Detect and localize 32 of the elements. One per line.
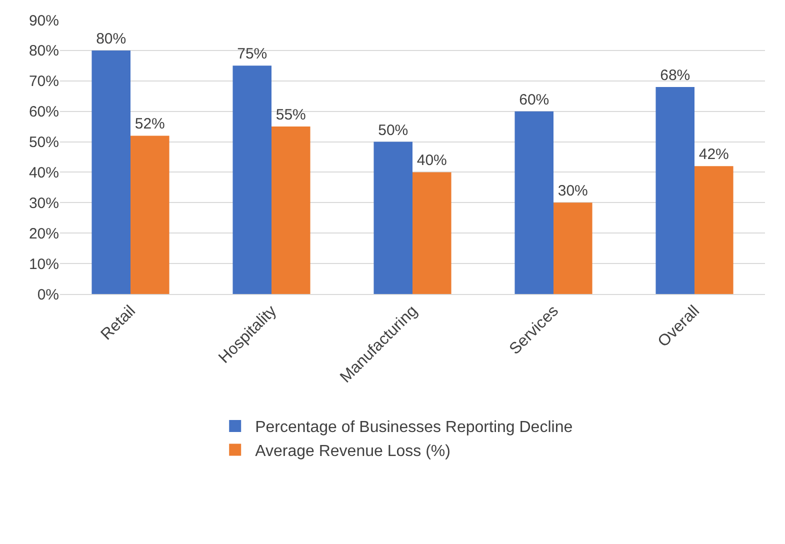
y-tick-label: 50% [28, 134, 59, 152]
y-tick-label: 80% [28, 42, 59, 60]
data-label: 40% [416, 152, 447, 170]
bar [514, 111, 554, 294]
data-label: 55% [276, 106, 306, 124]
y-tick-label: 60% [28, 104, 59, 121]
legend-label: Percentage of Businesses Reporting Decline [255, 419, 573, 436]
y-tick-label: 10% [28, 256, 59, 273]
data-label: 68% [660, 66, 690, 84]
bar [130, 136, 170, 294]
bar [694, 166, 734, 294]
y-tick-label: 0% [37, 286, 59, 304]
bar [92, 50, 130, 294]
legend-label: Average Revenue Loss (%) [255, 443, 450, 460]
data-label: 80% [96, 30, 126, 48]
y-tick-label: 40% [28, 164, 59, 182]
y-tick-label: 70% [28, 73, 59, 90]
y-tick-label: 90% [28, 12, 59, 30]
bar [374, 142, 412, 294]
bar [554, 202, 592, 294]
bar [656, 86, 694, 294]
data-label: 50% [378, 122, 408, 139]
data-label: 30% [558, 182, 588, 200]
y-tick-label: 20% [28, 225, 59, 242]
y-tick-label: 30% [28, 194, 59, 212]
bar [232, 66, 272, 294]
data-label: 75% [237, 46, 268, 63]
data-label: 52% [134, 116, 165, 133]
data-label: 60% [519, 91, 550, 108]
data-label: 42% [698, 146, 729, 164]
bar [272, 126, 310, 294]
bar [412, 172, 452, 294]
